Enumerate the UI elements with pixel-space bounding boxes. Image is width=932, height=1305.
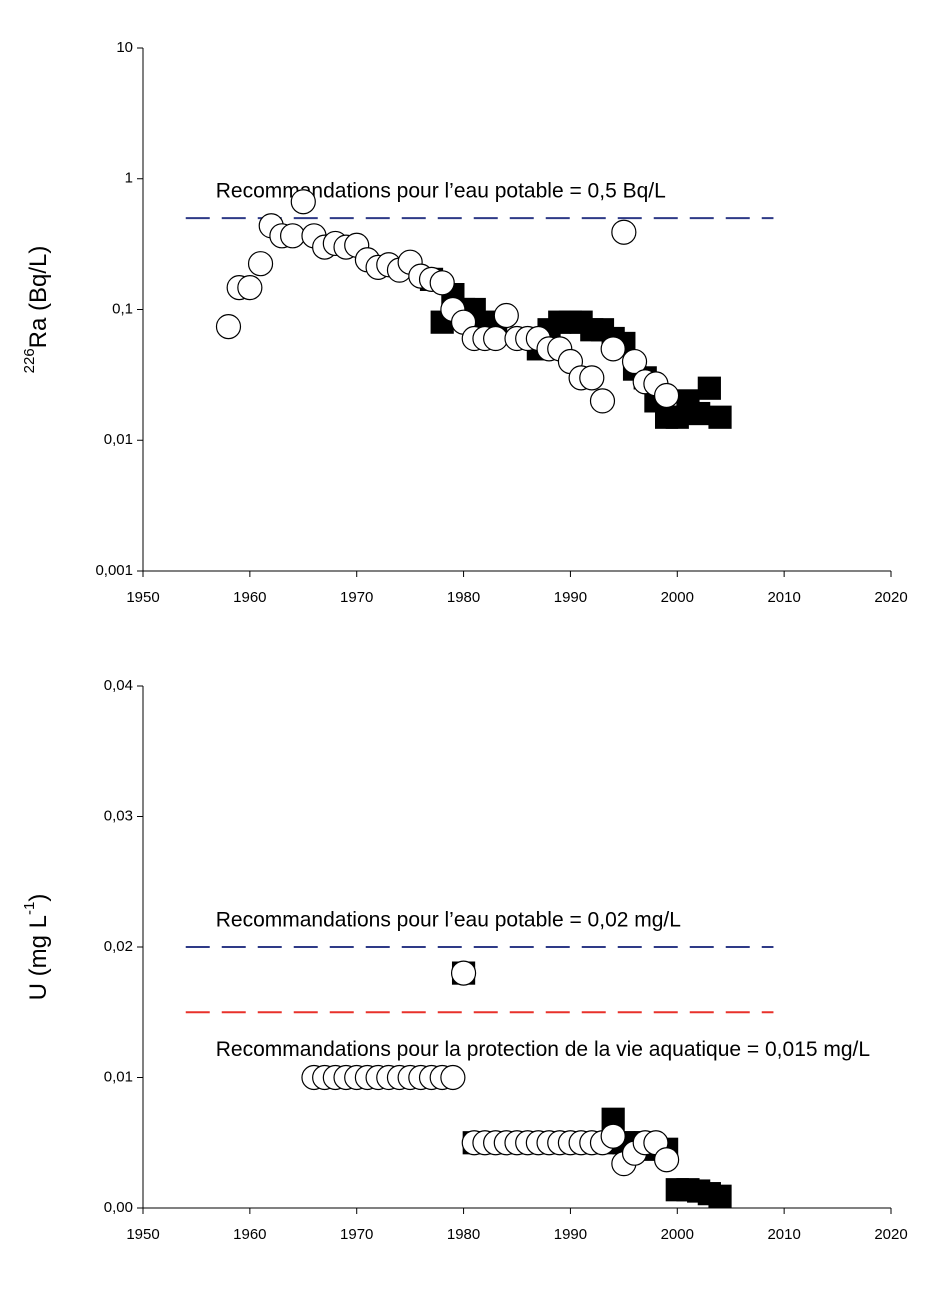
x-tick-label: 1960 <box>233 589 266 606</box>
y-tick-label: 0,1 <box>112 300 133 317</box>
y-tick-label: 0,00 <box>104 1199 133 1216</box>
x-tick-label: 1990 <box>554 1226 587 1243</box>
square-point <box>708 1184 732 1208</box>
square-point <box>697 376 721 400</box>
x-tick-label: 1980 <box>447 1226 480 1243</box>
y-axis-label-text: ) <box>25 894 52 902</box>
y-axis-label-superscript: -1 <box>21 902 38 915</box>
circle-point <box>450 960 477 986</box>
reference-label: Recommandations pour l’eau potable = 0,0… <box>216 909 681 932</box>
y-axis-label-text: U (mg L <box>25 915 52 1000</box>
x-tick-label: 2000 <box>661 589 694 606</box>
x-tick-label: 1970 <box>340 1226 373 1243</box>
circle-point <box>600 1123 626 1149</box>
circle-point <box>429 270 455 296</box>
y-tick-label: 0,02 <box>104 938 133 955</box>
x-tick-label: 2010 <box>767 1226 800 1243</box>
y-axis-label-superscript: 226 <box>21 348 38 373</box>
y-tick-label: 10 <box>116 39 133 56</box>
circle-point <box>290 189 316 215</box>
circle-point <box>579 365 605 391</box>
y-tick-label: 0,04 <box>104 677 133 694</box>
x-tick-label: 2020 <box>874 1226 907 1243</box>
y-tick-label: 0,03 <box>104 807 133 824</box>
circle-point <box>215 313 242 340</box>
chart: 1950 1960 1970 1980 1990 2000 2010 2020 0,001 0,0… <box>21 39 908 606</box>
x-tick-label: 1950 <box>126 589 159 606</box>
y-axis-label: U (mg L-1) <box>21 894 52 1001</box>
square-point <box>708 405 732 429</box>
x-tick-label: 2010 <box>767 589 800 606</box>
circle-point <box>611 219 637 245</box>
circle-point <box>280 223 306 249</box>
reference-label: Recommandations pour la protection de la… <box>216 1038 870 1061</box>
chart: 1950 1960 1970 1980 1990 2000 2010 2020 0,00 0,01… <box>21 677 908 1243</box>
circle-point <box>621 348 648 375</box>
y-axis-label-text: Ra (Bq/L) <box>25 246 52 349</box>
circle-point <box>237 275 263 301</box>
circle-point <box>653 1147 680 1173</box>
y-axis-label: 226Ra (Bq/L) <box>21 246 52 374</box>
y-tick-label: 0,001 <box>95 562 133 579</box>
y-tick-label: 0,01 <box>104 431 133 448</box>
x-tick-label: 1980 <box>447 589 480 606</box>
x-tick-label: 2020 <box>874 589 907 606</box>
x-tick-label: 2000 <box>661 1226 694 1243</box>
circle-point <box>247 251 274 277</box>
circle-point <box>493 302 519 329</box>
x-tick-label: 1990 <box>554 589 587 606</box>
circle-point <box>589 388 616 414</box>
y-tick-label: 0,01 <box>104 1068 133 1085</box>
circle-point <box>653 382 680 409</box>
square-point <box>687 401 711 426</box>
x-tick-label: 1950 <box>126 1226 159 1243</box>
x-tick-label: 1970 <box>340 589 373 606</box>
y-tick-label: 1 <box>125 170 133 187</box>
reference-label: Recommandations pour l’eau potable = 0,5… <box>216 180 666 203</box>
circle-point <box>483 325 509 352</box>
circle-point <box>440 1064 466 1091</box>
circle-point <box>600 336 626 362</box>
x-tick-label: 1960 <box>233 1226 266 1243</box>
